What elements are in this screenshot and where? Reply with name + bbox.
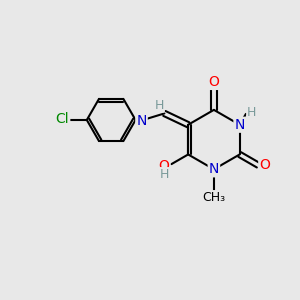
Text: N: N bbox=[209, 162, 219, 176]
Text: O: O bbox=[208, 75, 219, 89]
Text: O: O bbox=[259, 158, 270, 172]
Text: Cl: Cl bbox=[56, 112, 69, 126]
Text: N: N bbox=[235, 118, 245, 132]
Text: N: N bbox=[136, 114, 147, 128]
Text: H: H bbox=[247, 106, 256, 119]
Text: O: O bbox=[159, 159, 170, 172]
Text: H: H bbox=[159, 168, 169, 181]
Text: H: H bbox=[154, 99, 164, 112]
Text: CH₃: CH₃ bbox=[202, 191, 226, 204]
